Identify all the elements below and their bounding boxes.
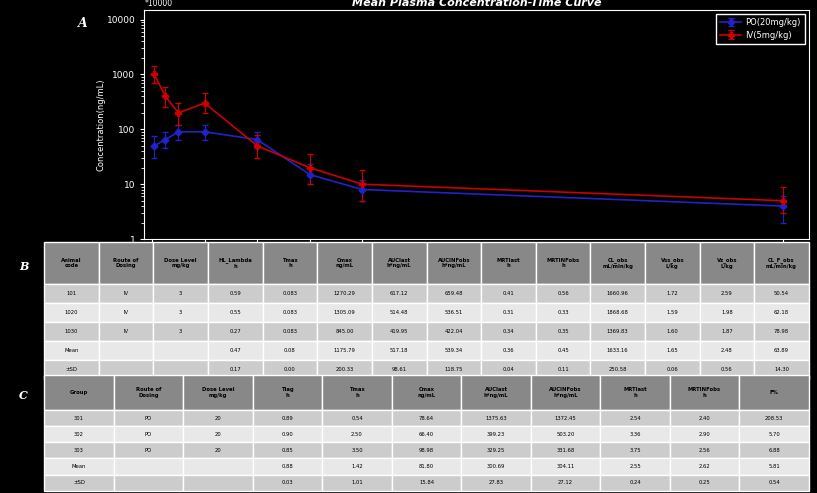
Title: Mean Plasma Concentration-Time Curve: Mean Plasma Concentration-Time Curve (352, 0, 601, 8)
Text: A: A (78, 17, 88, 30)
X-axis label: Time(h): Time(h) (458, 258, 495, 269)
Text: *10000: *10000 (145, 0, 172, 7)
Text: C: C (19, 390, 28, 401)
Legend: PO(20mg/kg), IV(5mg/kg): PO(20mg/kg), IV(5mg/kg) (716, 14, 805, 44)
Y-axis label: Concentration(ng/mL): Concentration(ng/mL) (96, 78, 105, 171)
Text: B: B (19, 261, 29, 272)
